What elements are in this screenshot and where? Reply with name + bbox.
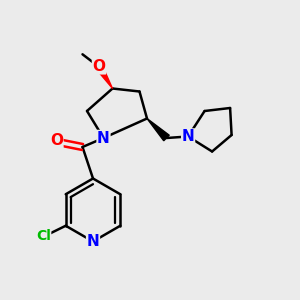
Text: Cl: Cl <box>36 229 51 243</box>
Polygon shape <box>96 65 112 88</box>
Text: N: N <box>87 234 99 249</box>
Text: N: N <box>97 130 110 146</box>
Polygon shape <box>147 118 169 141</box>
Text: O: O <box>50 133 63 148</box>
Text: N: N <box>182 129 194 144</box>
Text: O: O <box>92 59 106 74</box>
